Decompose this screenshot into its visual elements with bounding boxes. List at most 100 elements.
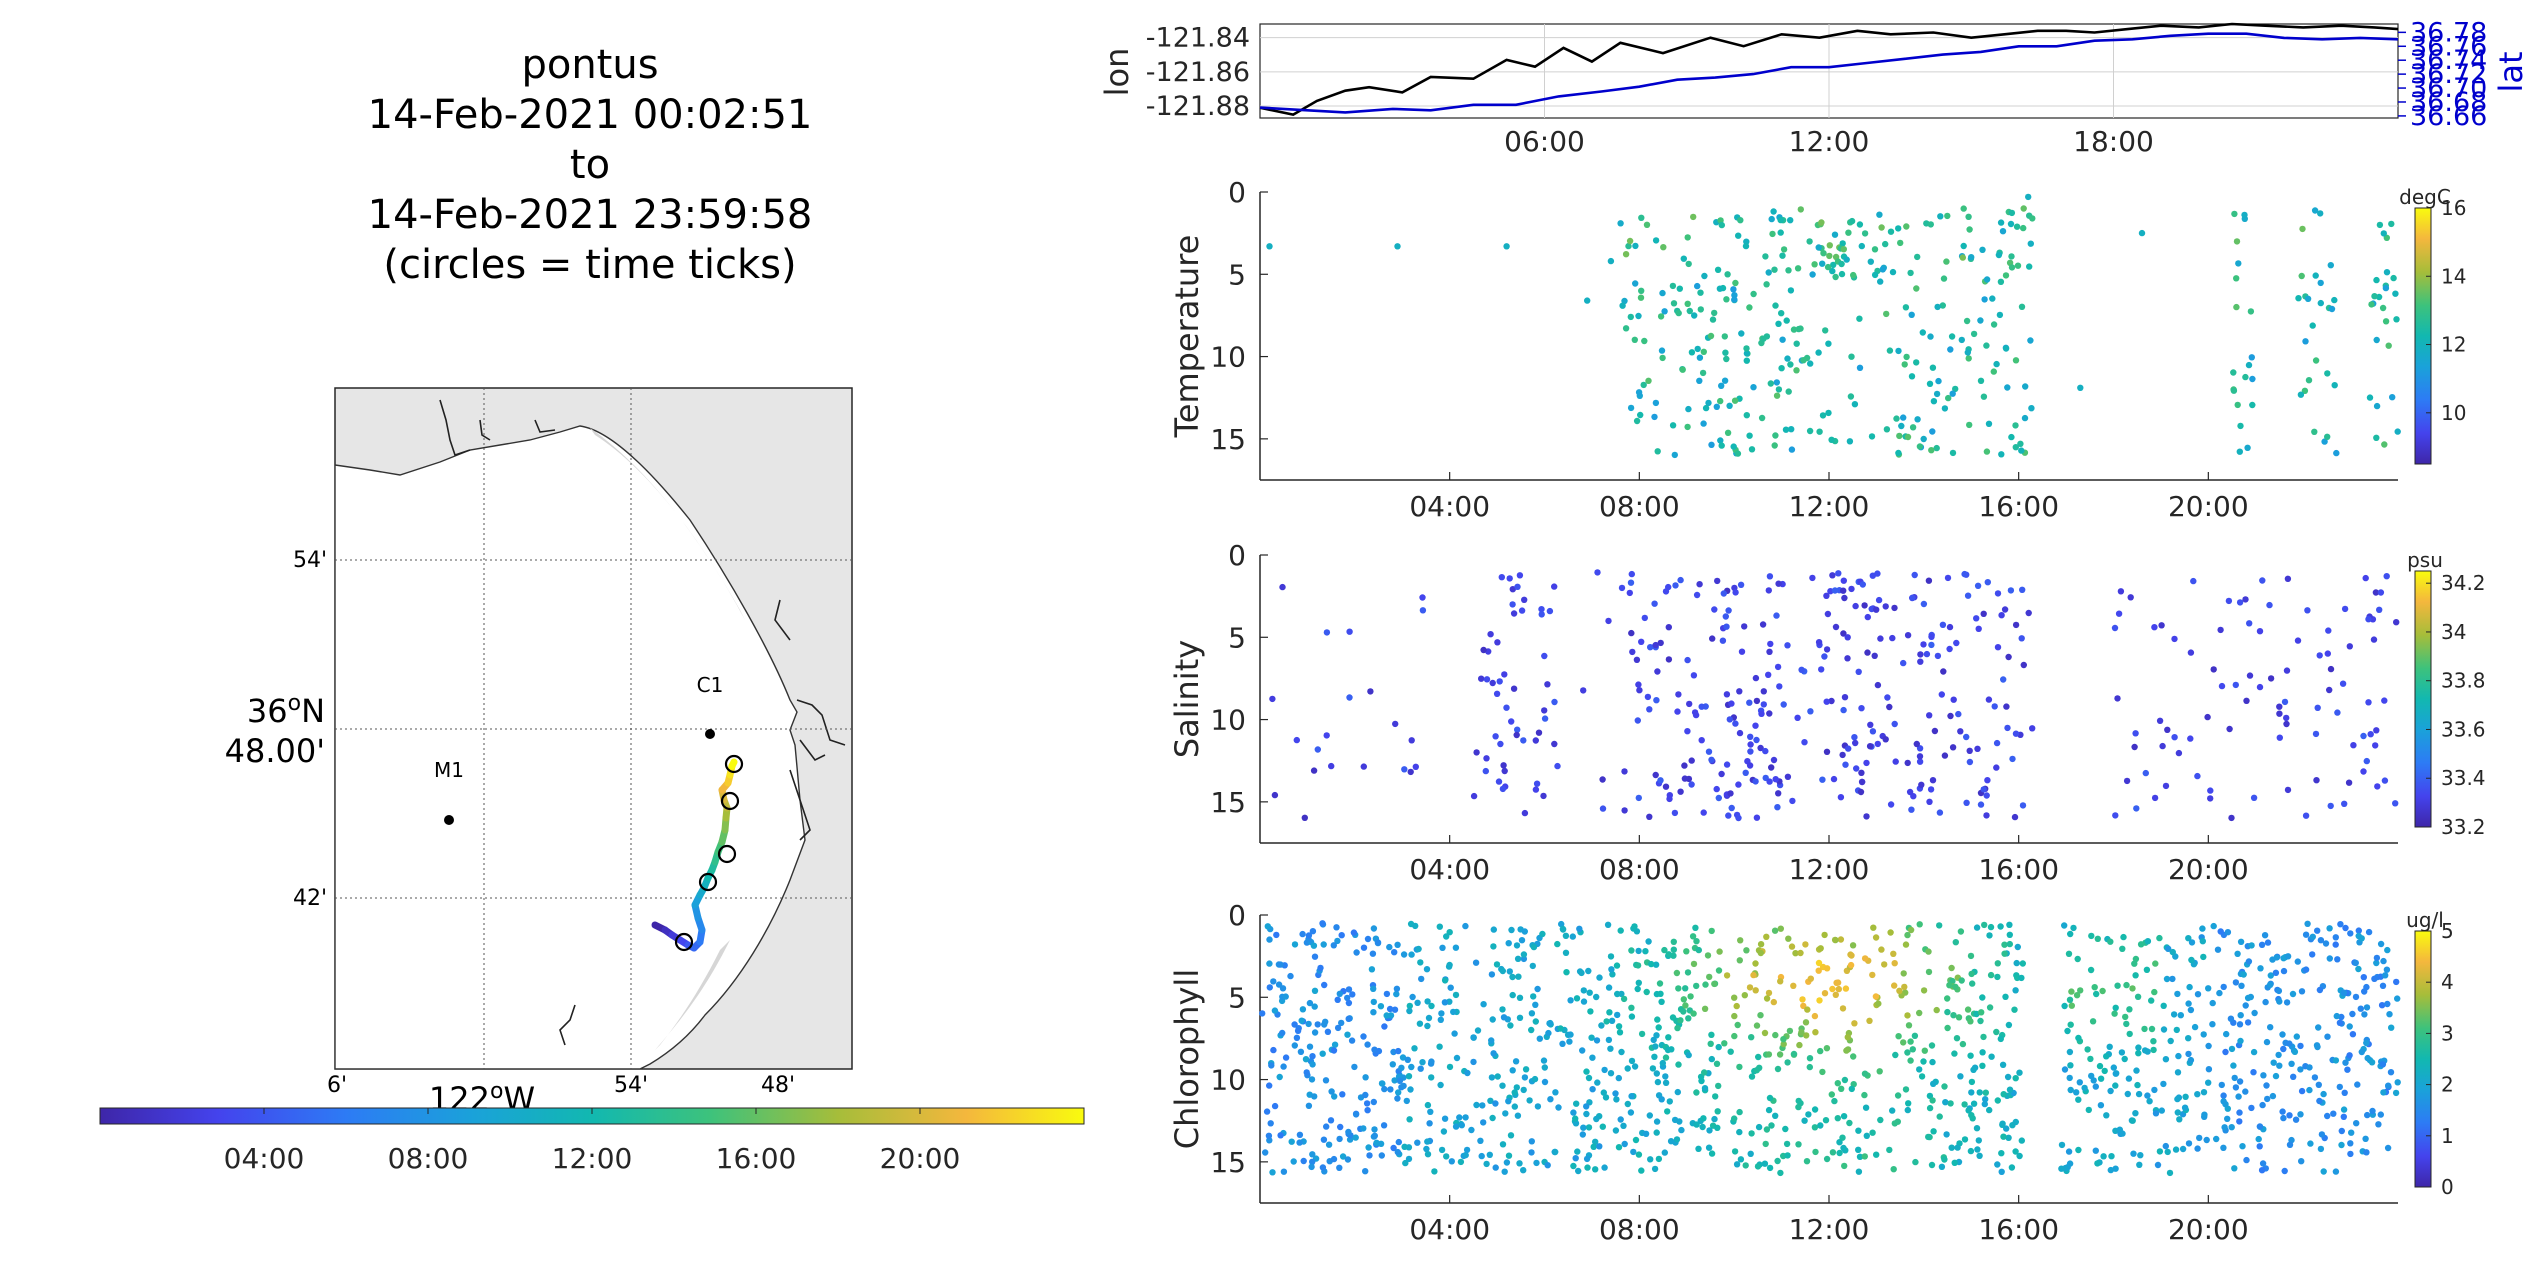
scatter-point xyxy=(2347,930,2354,937)
scatter-point xyxy=(1983,342,1990,349)
scatter-point xyxy=(2373,276,2380,284)
scatter-point xyxy=(2194,991,2202,998)
scatter-point xyxy=(1927,786,1935,793)
scatter-point xyxy=(1878,946,1885,953)
scatter-point xyxy=(1643,988,1650,996)
scatter-point xyxy=(1277,961,1284,968)
scatter-point xyxy=(2297,1111,2304,1118)
scatter-point xyxy=(1782,1125,1789,1133)
scatter-point xyxy=(1389,1061,1397,1068)
scatter-point xyxy=(1951,1159,1958,1167)
scatter-point xyxy=(2006,940,2014,948)
scatter-point xyxy=(2236,1021,2244,1028)
scatter-point xyxy=(1518,607,1526,614)
scatter-point xyxy=(1303,1069,1310,1076)
scatter-point xyxy=(1984,579,1992,586)
scatter-point xyxy=(2100,1153,2107,1160)
scatter-point xyxy=(2107,938,2114,945)
scatter-point xyxy=(2311,428,2318,435)
scatter-point xyxy=(1344,994,1351,1002)
scatter-point xyxy=(1690,1010,1697,1017)
scatter-point xyxy=(1664,1108,1671,1115)
scatter-point xyxy=(2298,1158,2305,1165)
scatter-point xyxy=(1570,1162,1577,1170)
scatter-point xyxy=(1419,607,1427,614)
scatter-point xyxy=(1699,369,1707,377)
scatter-point xyxy=(2087,1055,2094,1063)
scatter-point xyxy=(2067,1062,2074,1069)
scatter-point xyxy=(1628,1004,1635,1011)
scatter-point xyxy=(1352,1134,1359,1141)
scatter-point xyxy=(1916,1066,1923,1073)
scatter-point xyxy=(1818,666,1825,673)
scatter-point xyxy=(1801,739,1808,746)
scatter-point xyxy=(1677,576,1684,584)
scatter-point xyxy=(1776,683,1783,690)
scatter-colorbar-tick-label: 33.8 xyxy=(2441,669,2486,693)
scatter-point xyxy=(2393,978,2400,986)
scatter-point xyxy=(1723,355,1730,363)
scatter-point xyxy=(1826,242,1834,249)
scatter-point xyxy=(1705,1144,1713,1151)
scatter-point xyxy=(2298,272,2305,280)
scatter-point xyxy=(1993,360,2000,368)
scatter-point xyxy=(1869,728,1877,735)
scatter-point xyxy=(1747,1150,1754,1158)
scatter-point xyxy=(2169,975,2176,983)
scatter-point xyxy=(2373,959,2380,967)
scatter-point xyxy=(1708,756,1715,763)
scatter-point xyxy=(1583,1110,1590,1118)
scatter-point xyxy=(1938,691,1946,698)
scatter-point xyxy=(1551,583,1558,590)
scatter-point xyxy=(1618,584,1626,592)
scatter-point xyxy=(1746,432,1753,439)
scatter-point xyxy=(1844,1034,1852,1041)
scatter-point xyxy=(1687,993,1694,1000)
scatter-point xyxy=(1391,1006,1399,1013)
scatter-point xyxy=(2320,1090,2327,1098)
scatter-point xyxy=(2185,1035,2192,1042)
scatter-point xyxy=(1319,920,1326,927)
scatter-point xyxy=(1895,449,1902,457)
scatter-point xyxy=(1671,809,1679,817)
scatter-point xyxy=(1425,1014,1433,1022)
scatter-point xyxy=(2194,1145,2201,1152)
scatter-point xyxy=(2345,779,2353,786)
scatter-point xyxy=(1711,1115,1718,1123)
scatter-point xyxy=(1753,1022,1761,1029)
scatter-point xyxy=(1787,217,1794,224)
scatter-point xyxy=(2363,757,2370,765)
scatter-point xyxy=(1660,244,1667,251)
vehicle-track xyxy=(651,754,744,952)
scatter-point xyxy=(1645,377,1652,384)
scatter-point xyxy=(2181,1104,2189,1111)
scatter-colorbar-tick-label: 10 xyxy=(2441,401,2466,425)
scatter-point xyxy=(1684,656,1691,664)
scatter-point xyxy=(2360,768,2367,775)
scatter-point xyxy=(1621,807,1628,814)
scatter-point xyxy=(2067,930,2074,938)
scatter-point xyxy=(1495,778,1503,785)
scatter-point xyxy=(1947,712,1954,720)
scatter-point xyxy=(2341,1089,2348,1097)
scatter-point xyxy=(2169,948,2176,956)
scatter-point xyxy=(1463,1146,1471,1154)
scatter-point xyxy=(1547,1096,1554,1103)
scatter-point xyxy=(1876,211,1883,218)
scatter-point xyxy=(1968,254,1975,261)
scatter-point xyxy=(1605,984,1613,991)
scatter-point xyxy=(1722,349,1729,356)
scatter-point xyxy=(1890,950,1897,957)
scatter-point xyxy=(1452,944,1460,951)
scatter-colorbar-tick-label: 33.4 xyxy=(2441,766,2486,790)
scatter-point xyxy=(1904,1106,1912,1114)
scatter-point xyxy=(1802,1019,1810,1026)
scatter-point xyxy=(1714,1108,1721,1115)
scatter-point xyxy=(1916,1009,1923,1017)
station-c1-label: C1 xyxy=(697,673,724,697)
scatter-point xyxy=(1927,333,1934,340)
scatter-point xyxy=(2381,697,2388,704)
scatter-point xyxy=(1305,932,1313,939)
scatter-point xyxy=(2305,377,2313,384)
scatter-point xyxy=(1986,1004,1994,1011)
